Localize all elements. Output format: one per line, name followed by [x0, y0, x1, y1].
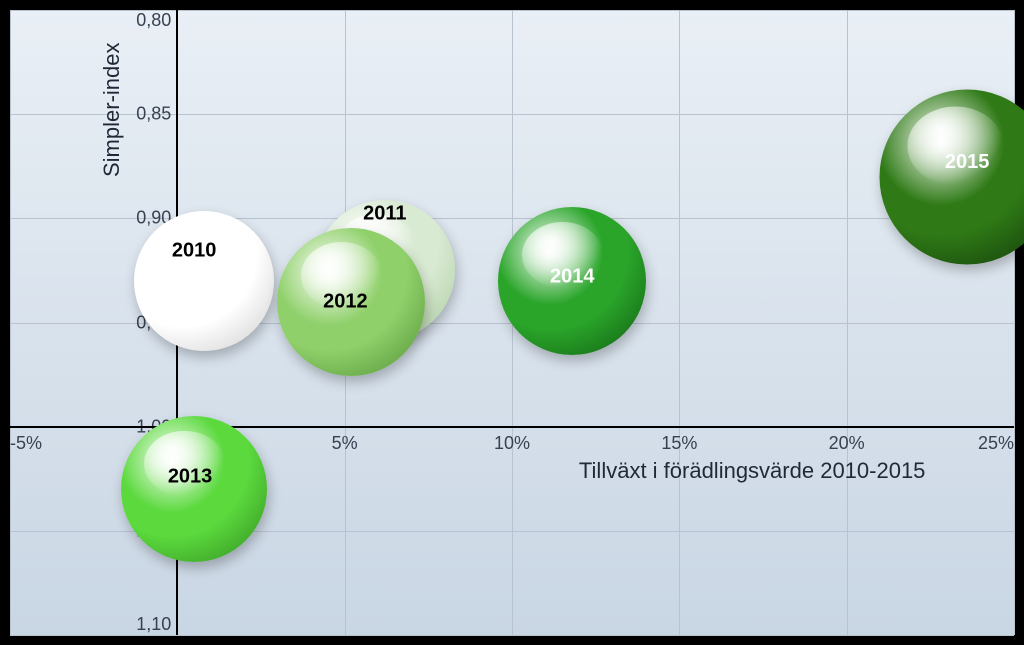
bubble-gloss — [908, 107, 1004, 186]
y-tick-label: 1,10 — [111, 614, 171, 635]
bubble-label: 2010 — [172, 239, 217, 262]
x-tick-label: 20% — [829, 433, 865, 454]
bubble-label: 2013 — [168, 466, 213, 489]
bubble-2015: 2015 — [880, 89, 1024, 264]
plot-area: -5%0%5%10%15%20%25%0,800,850,900,951,001… — [10, 10, 1014, 635]
x-tick-label: -5% — [10, 433, 42, 454]
bubble-label: 2012 — [323, 290, 368, 313]
x-tick-label: 15% — [661, 433, 697, 454]
y-tick-label: 0,80 — [111, 10, 171, 31]
y-axis-title: Simpler-index — [99, 42, 125, 177]
bubble-2012: 2012 — [277, 228, 425, 376]
grid-line-horizontal — [10, 635, 1014, 636]
bubble-label: 2014 — [550, 265, 595, 288]
chart-frame: -5%0%5%10%15%20%25%0,800,850,900,951,001… — [0, 0, 1024, 645]
x-tick-label: 25% — [978, 433, 1014, 454]
bubble-gloss — [144, 431, 224, 497]
x-tick-label: 5% — [332, 433, 358, 454]
bubble-gloss — [301, 242, 382, 309]
x-axis-title: Tillväxt i förädlingsvärde 2010-2015 — [579, 458, 926, 484]
x-tick-label: 10% — [494, 433, 530, 454]
bubble-gloss — [522, 222, 603, 289]
bubble-label: 2011 — [363, 203, 406, 226]
bubble-2010: 2010 — [134, 211, 274, 351]
bubble-2014: 2014 — [498, 207, 646, 355]
bubble-gloss — [156, 225, 233, 288]
bubble-2013: 2013 — [121, 416, 267, 562]
bubble-label: 2015 — [945, 151, 990, 174]
